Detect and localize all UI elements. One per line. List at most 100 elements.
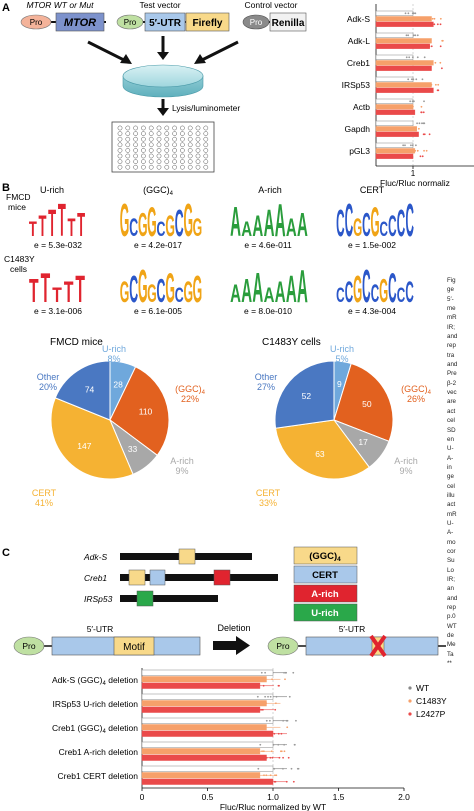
- motif-logo-letter: C: [388, 210, 396, 243]
- legend-cert-label: CERT: [312, 570, 338, 581]
- chart-c-bar: [141, 682, 261, 689]
- well-plate-icon: [111, 121, 215, 173]
- pie-value-label: 110: [139, 406, 153, 416]
- chart-a-point: [430, 45, 433, 48]
- chart-a-point: [425, 149, 428, 152]
- plate-well: [187, 142, 193, 148]
- plate-well: [203, 125, 209, 131]
- chart-c-point: [243, 684, 246, 687]
- caption-fragment: and: [447, 594, 458, 602]
- plate-well: [141, 164, 146, 170]
- motif-header-ggc: (GGC)4: [143, 185, 174, 197]
- pie-percent-label: 22%: [181, 394, 199, 404]
- chart-c-point: [248, 678, 251, 681]
- motif-logo-letter: T: [48, 201, 56, 244]
- motif-logo-letter: A: [264, 203, 275, 245]
- chart-c-point: [295, 719, 297, 722]
- chart-a-point: [411, 56, 414, 59]
- chart-a-bar: [375, 82, 432, 88]
- chart-c-point: [275, 774, 278, 777]
- chart-a-point: [404, 155, 407, 158]
- chart-a-point: [430, 83, 433, 86]
- irsp53-u-rich-box: [136, 590, 154, 607]
- chart-c-bar: [141, 778, 274, 785]
- chart-a-bar: [375, 131, 419, 137]
- plate-well: [164, 159, 170, 164]
- motif-logo-letter: C: [336, 284, 344, 307]
- caption-fragment: Ta: [447, 650, 454, 658]
- caption-fragment: Su: [447, 557, 455, 565]
- creb1-cert-box: [149, 569, 166, 586]
- chart-a-point: [418, 122, 421, 125]
- chart-a-point: [429, 61, 432, 64]
- chart-a-point: [414, 149, 417, 152]
- chart-a-point: [417, 127, 420, 130]
- plate-well: [203, 142, 209, 148]
- plate-well: [156, 159, 162, 164]
- plate-well: [156, 125, 162, 131]
- motif-logo-letter: A: [297, 262, 308, 313]
- chart-a-point: [434, 61, 437, 64]
- chart-c-point: [262, 750, 265, 753]
- evalue-c1483y: e = 4.3e-004: [348, 306, 396, 316]
- motif-logo-letter: G: [147, 280, 157, 308]
- motif-logo-letter: C: [129, 214, 138, 242]
- chart-a-point: [406, 111, 409, 114]
- construct-del-promoter-label: Pro: [276, 641, 290, 651]
- chart-c-point: [279, 750, 282, 753]
- plate-well: [187, 125, 193, 131]
- chart-a-tick-label: 1: [411, 169, 416, 178]
- plate-well: [117, 125, 123, 131]
- chart-c-point: [260, 708, 263, 711]
- chart-c-category-label: Adk-S (GGC)4 deletion: [52, 675, 138, 687]
- chart-c-point: [253, 684, 256, 687]
- caption-fragment: me: [447, 305, 456, 313]
- chart-c-point: [283, 671, 285, 674]
- chart-c-label-tail: deletion: [106, 723, 138, 733]
- chart-c-point: [265, 756, 268, 759]
- chart-a-point: [423, 149, 425, 152]
- plate-well: [180, 125, 185, 131]
- chart-c-point: [260, 671, 263, 674]
- caption-fragment: act: [447, 501, 456, 509]
- chart-a-point: [413, 127, 416, 130]
- plate-well: [125, 136, 131, 142]
- motif-logo-letter: G: [147, 198, 157, 246]
- chart-a-point: [423, 100, 425, 103]
- chart-a-bar: [375, 98, 414, 104]
- chart-a-bar: [375, 148, 416, 154]
- test-vector-header: Test vector: [139, 0, 180, 10]
- pie-percent-label: 8%: [107, 354, 120, 364]
- motif-logo-letter: A: [241, 218, 252, 241]
- chart-a-point: [402, 144, 405, 147]
- chart-a-point: [423, 83, 426, 86]
- caption-fragment: 5′-: [447, 295, 454, 303]
- chart-c-point: [257, 767, 260, 770]
- chart-a-point: [425, 61, 428, 64]
- caption-fragment: in: [447, 463, 452, 471]
- pie-category-label: U-rich: [102, 344, 126, 354]
- caption-fragment: cor: [447, 547, 456, 555]
- plate-well: [148, 153, 154, 159]
- motif-header-cert: CERT: [360, 185, 385, 195]
- chart-c-point: [259, 743, 262, 746]
- firefly-label: Firefly: [192, 18, 222, 29]
- mtor-promoter: [20, 14, 52, 30]
- plate-well: [117, 159, 123, 164]
- chart-c-point: [247, 684, 250, 687]
- chart-a-point: [405, 56, 408, 59]
- adk-s-ggc-box: [178, 548, 196, 565]
- chart-c-bar: [141, 754, 267, 761]
- motif-logo-letter: C: [397, 284, 405, 307]
- motif-logo-letter: A: [297, 205, 308, 244]
- chart-a-bar: [375, 65, 432, 71]
- chart-a-point: [433, 23, 436, 26]
- caption-fragment: IR;: [447, 323, 455, 331]
- plate-well: [172, 131, 177, 136]
- chart-a-category-label: Adk-S: [347, 14, 370, 24]
- motif-logo-letter: C: [388, 264, 396, 312]
- construct-wt-promoter: [13, 636, 45, 656]
- evalue-c1483y: e = 6.1e-005: [134, 306, 182, 316]
- plate-well: [164, 164, 170, 170]
